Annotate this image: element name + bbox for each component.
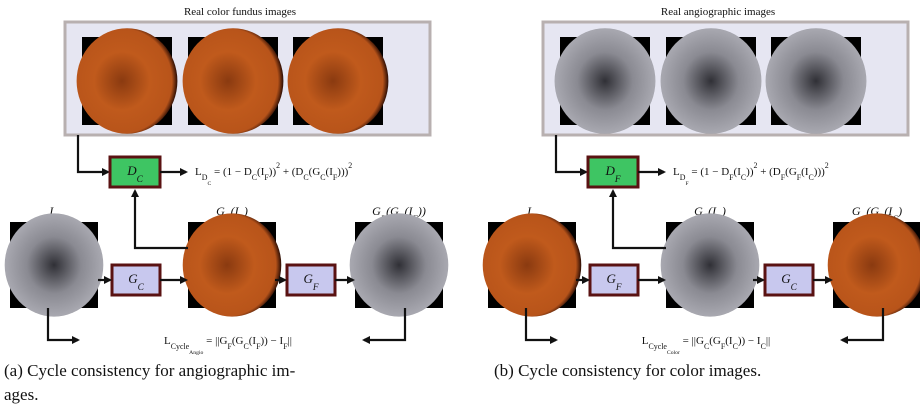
angio-image (766, 28, 867, 134)
arrow (613, 191, 666, 248)
arrow (135, 191, 188, 248)
fundus-image (77, 28, 178, 134)
arrow (78, 135, 108, 172)
fundus-image (483, 213, 582, 316)
discriminator-loss: LDF = (1 − DF(IC))2 + (DF(GF(IC)))2 (673, 161, 829, 188)
angio-image (661, 28, 762, 134)
box-title: Real color fundus images (184, 6, 296, 18)
discriminator-loss: LDC = (1 − DC(IF))2 + (DC(GC(IF)))2 (195, 161, 352, 188)
figure: Real color fundus imagesDCLDC = (1 − DC(… (0, 0, 920, 418)
fundus-image (288, 28, 389, 134)
cycle-loss: LCycleColor = ||GC(GF(IC)) − IC|| (642, 335, 771, 357)
cycle-loss: LCycleAngio = ||GF(GC(IF)) − IF|| (164, 335, 292, 357)
angio-image (661, 213, 760, 316)
angio-image (555, 28, 656, 134)
caption: (a) Cycle consistency for angiographic i… (4, 361, 296, 380)
fundus-image (183, 28, 284, 134)
caption: ages. (4, 385, 38, 404)
box-title: Real angiographic images (661, 6, 775, 18)
caption: (b) Cycle consistency for color images. (494, 361, 761, 380)
fundus-image (183, 213, 282, 316)
angio-image (350, 213, 449, 316)
arrow (556, 135, 586, 172)
angio-image (5, 213, 104, 316)
